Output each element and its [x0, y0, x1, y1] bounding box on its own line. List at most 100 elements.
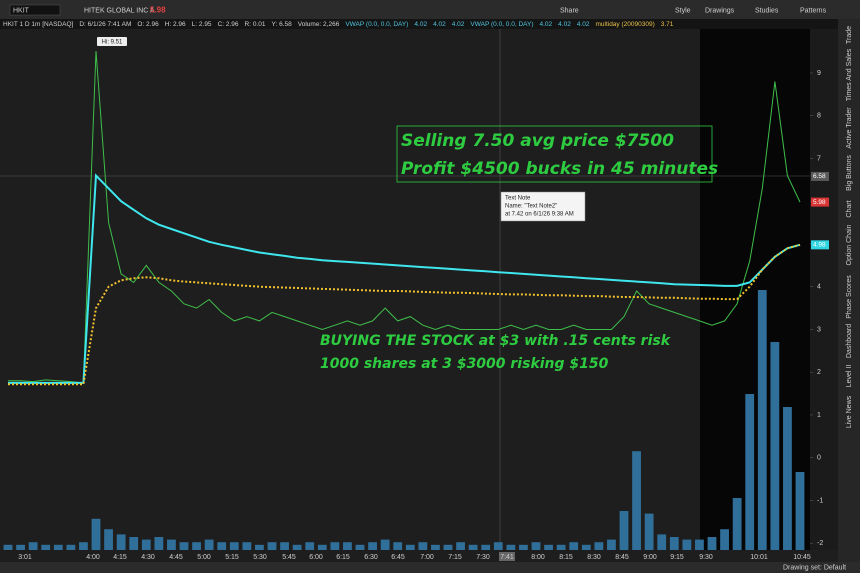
toolbar-button[interactable]: Studies [755, 7, 779, 14]
price-marker [811, 171, 829, 181]
x-tick-label: 6:15 [336, 554, 350, 561]
sidebar-tab[interactable]: Level II [846, 365, 853, 388]
volume-bar [695, 539, 704, 550]
volume-bar [41, 544, 51, 550]
volume-bar [305, 542, 315, 550]
volume-bar [531, 542, 541, 550]
x-tick-label: 8:30 [587, 554, 601, 561]
series-line [8, 173, 801, 384]
volume-bar [91, 518, 101, 550]
volume-bar [594, 542, 604, 550]
volume-bar [267, 542, 277, 550]
note: Selling 7.50 avg price $7500 [401, 131, 674, 151]
volume-bar [179, 542, 189, 550]
info-item: L: 2.95 [192, 21, 212, 28]
x-tick-label: 7:30 [476, 554, 490, 561]
status-text: Drawing set: Default [783, 564, 846, 571]
price-axis [810, 29, 838, 550]
x-tick-label: 5:00 [197, 554, 211, 561]
info-item: 4.02 [558, 21, 571, 28]
info-item: 4.02 [540, 21, 553, 28]
note: 1000 shares at 3 $3000 risking $150 [320, 356, 609, 372]
volume-bar [405, 544, 415, 550]
info-item: O: 2.96 [137, 21, 159, 28]
volume-bar [317, 544, 327, 550]
x-tick-label: 5:30 [253, 554, 267, 561]
x-tick-label: 5:45 [282, 554, 296, 561]
sidebar-tab[interactable]: Chart [846, 200, 853, 217]
toolbar-button[interactable]: Patterns [800, 7, 827, 14]
toolbar-button[interactable]: Drawings [705, 7, 735, 14]
info-item: D: 6/1/26 7:41 AM [79, 21, 131, 28]
toolbar-button[interactable]: Share [560, 7, 579, 14]
volume-bar [192, 542, 201, 550]
price-marker-label: 4.98 [813, 242, 826, 249]
x-tick-label: 8:15 [559, 554, 573, 561]
volume-bar [745, 394, 755, 550]
volume-bar [770, 342, 780, 550]
sidebar-tab[interactable]: Phase Scores [846, 275, 853, 319]
sidebar [838, 19, 860, 573]
sidebar-tab[interactable]: Times And Sales [846, 48, 853, 101]
volume-bar [632, 451, 641, 550]
y-tick-label: -1 [817, 497, 823, 504]
x-tick-label: 3:01 [18, 554, 32, 561]
text-note-line: Text Note [505, 196, 531, 202]
info-item: H: 2.96 [165, 21, 186, 28]
sidebar-tab[interactable]: Dashboard [846, 324, 853, 358]
volume-bar [53, 544, 63, 550]
volume-bar [66, 544, 76, 550]
volume-bar [493, 542, 503, 550]
status-bar [0, 562, 860, 573]
x-tick-label: 10:01 [750, 554, 768, 561]
info-bar [0, 19, 838, 29]
info-item: 4.02 [452, 21, 465, 28]
volume-bar [431, 544, 440, 550]
volume-bar [3, 544, 13, 550]
x-tick-label: 9:30 [699, 554, 713, 561]
volume-bar [707, 537, 717, 550]
sidebar-tab[interactable]: Active Trader [846, 107, 853, 149]
symbol: HKIT [13, 7, 30, 14]
x-tick-label: 4:00 [86, 554, 100, 561]
x-tick-label: 7:00 [420, 554, 434, 561]
volume-bar [242, 542, 252, 550]
sidebar-tab[interactable]: Live News [846, 395, 853, 428]
volume-bar [443, 544, 453, 550]
hi-label: Hi: 9.51 [102, 40, 123, 46]
x-tick-label: 10:45 [793, 554, 811, 561]
note: BUYING THE STOCK at $3 with .15 cents ri… [320, 333, 672, 349]
sidebar-tab[interactable]: Big Buttons [846, 155, 853, 191]
price-marker [811, 197, 829, 207]
symbol-box[interactable] [9, 4, 61, 16]
company: HITEK GLOBAL INC A [84, 7, 155, 14]
sidebar-tab[interactable]: Trade [846, 26, 853, 44]
toolbar-button[interactable]: Style [675, 7, 691, 14]
volume-bar [669, 537, 679, 550]
volume-bar [481, 544, 491, 550]
volume-bar [795, 472, 805, 550]
volume-bar [556, 544, 566, 550]
y-tick-label: 4 [817, 284, 821, 291]
info-item: 4.02 [433, 21, 446, 28]
info-item: HKIT 1 D 1m [NASDAQ] [3, 21, 74, 28]
annotations: Selling 7.50 avg price $7500 Profit $450… [320, 125, 718, 372]
x-tick-label: 4:30 [141, 554, 155, 561]
y-tick-label: 9 [817, 70, 821, 77]
x-tick-label: 8:00 [531, 554, 545, 561]
x-tick-label: 6:30 [364, 554, 378, 561]
volume-bar [154, 537, 164, 550]
volume-bar [544, 544, 553, 550]
info-item: VWAP (0.0, 0.0, DAY) [470, 21, 533, 28]
note-box [396, 125, 713, 183]
x-tick-label: 5:15 [225, 554, 239, 561]
price-marker-label: 6.58 [813, 173, 826, 180]
sidebar-tab[interactable]: Option Chain [846, 224, 853, 265]
x-tick-label: 8:45 [615, 554, 629, 561]
volume-bar [104, 529, 113, 550]
volume-bar [456, 542, 465, 550]
volume-bar [569, 542, 579, 550]
volume-bar [783, 407, 792, 550]
